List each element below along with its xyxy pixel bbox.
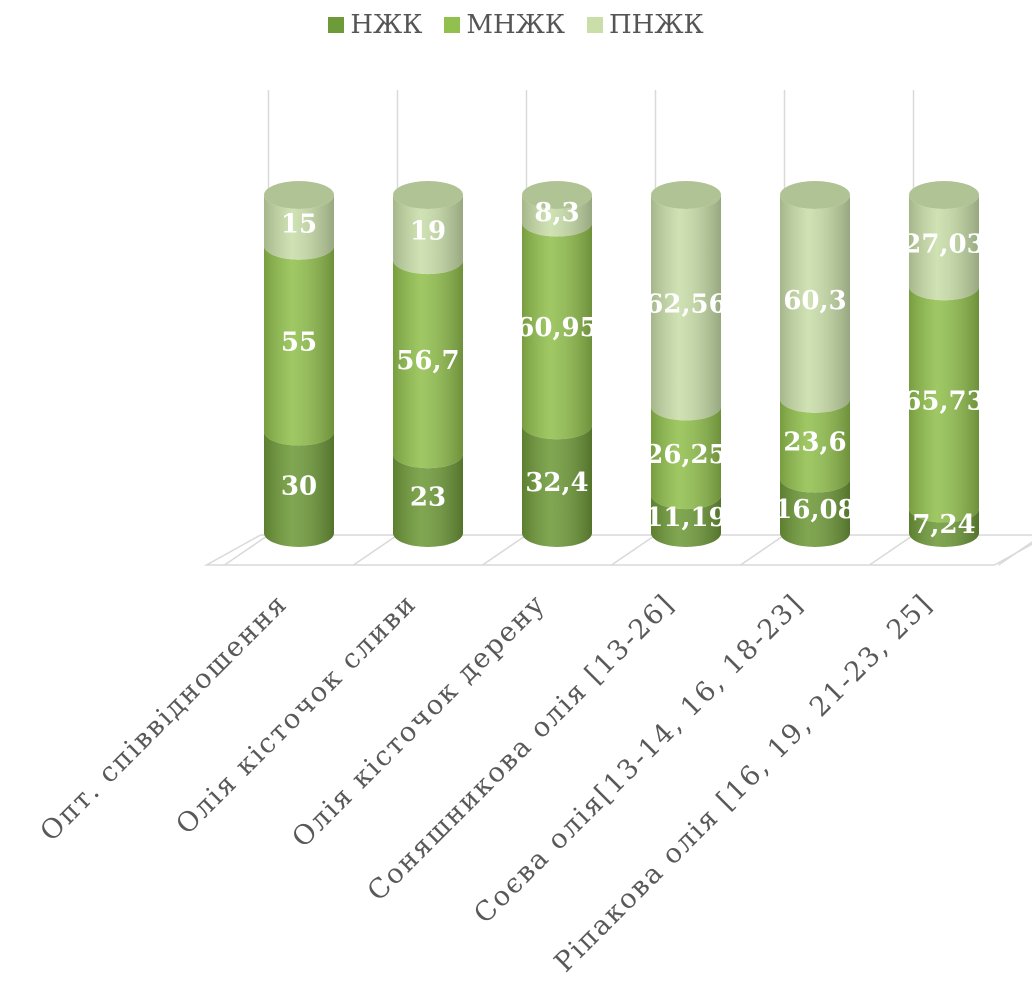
- data-label-pnzhk: 8,3: [534, 198, 579, 228]
- category-label: Олія кісточок сливи: [170, 588, 423, 841]
- bar-shading: [393, 260, 463, 469]
- bar-top-cap: [909, 181, 979, 209]
- legend-label-nzhk: НЖК: [350, 10, 423, 40]
- legend-item-pnzhk: ПНЖК: [586, 10, 704, 40]
- legend: НЖК МНЖК ПНЖК: [0, 10, 1032, 40]
- bar-top-cap: [264, 181, 334, 209]
- bar-top-cap: [651, 181, 721, 209]
- bar-top-cap: [522, 181, 592, 209]
- category-label: Олія кісточок дерену: [286, 588, 552, 854]
- legend-swatch-nzhk: [328, 17, 345, 33]
- data-label-nzhk: 23: [410, 483, 446, 513]
- data-label-pnzhk: 19: [410, 217, 446, 247]
- bar-shading: [651, 495, 721, 547]
- legend-item-mnzhk: МНЖК: [444, 10, 565, 40]
- bar-shading: [780, 478, 850, 547]
- bar-group: 32,4 60,95 8,3: [516, 181, 598, 547]
- data-label-nzhk: 7,24: [912, 510, 975, 540]
- bar-shading: [264, 195, 334, 260]
- bar-group: 11,19 26,25 62,56: [645, 181, 727, 547]
- bar-top-cap-shade: [651, 181, 721, 209]
- legend-label-pnzhk: ПНЖК: [608, 10, 704, 40]
- bar-shading: [909, 195, 979, 301]
- bar-group: 23 56,7 19: [393, 181, 463, 547]
- data-label-mnzhk: 26,25: [645, 440, 726, 470]
- data-label-nzhk: 30: [281, 471, 317, 501]
- data-label-mnzhk: 65,73: [903, 386, 984, 416]
- bar-shading: [651, 406, 721, 510]
- bar-top-cap-shade: [522, 181, 592, 209]
- bar-top-cap-shade: [780, 181, 850, 209]
- data-label-pnzhk: 62,56: [645, 290, 726, 320]
- data-label-pnzhk: 15: [281, 209, 317, 239]
- legend-swatch-mnzhk: [444, 17, 461, 33]
- bar-shading: [264, 431, 334, 547]
- bar-shading: [264, 245, 334, 446]
- bar-shading: [522, 222, 592, 440]
- data-label-mnzhk: 55: [281, 328, 317, 358]
- floor-divider: [998, 541, 1032, 566]
- bar-shading: [522, 425, 592, 547]
- bar-top-cap: [780, 181, 850, 209]
- bar-group: 16,08 23,6 60,3: [774, 181, 856, 547]
- data-label-nzhk: 11,19: [645, 503, 726, 533]
- bar-group: 7,24 65,73 27,03: [903, 181, 985, 547]
- floor-divider: [869, 534, 914, 566]
- legend-item-nzhk: НЖК: [328, 10, 422, 40]
- data-label-mnzhk: 60,95: [516, 313, 597, 343]
- bar-top-cap-shade: [909, 181, 979, 209]
- data-label-nzhk: 16,08: [774, 495, 855, 525]
- data-label-pnzhk: 60,3: [783, 286, 846, 316]
- bar-top-cap-shade: [393, 181, 463, 209]
- bar-shading: [522, 195, 592, 237]
- floor: [203, 534, 1032, 566]
- bar-shading: [780, 398, 850, 493]
- bar-top-cap-shade: [264, 181, 334, 209]
- bar-shading: [651, 195, 721, 421]
- bar-group: 30 55 15: [264, 181, 334, 547]
- floor-divider: [353, 534, 398, 566]
- data-label-mnzhk: 23,6: [783, 428, 846, 458]
- bar-shading: [909, 508, 979, 547]
- floor-divider: [740, 534, 785, 566]
- floor-divider: [224, 534, 269, 566]
- floor-divider: [611, 534, 656, 566]
- floor-divider: [482, 534, 527, 566]
- bar-shading: [909, 286, 979, 523]
- category-label: Опт. співвідношення: [34, 588, 294, 848]
- data-label-mnzhk: 56,7: [396, 346, 459, 376]
- legend-swatch-pnzhk: [586, 17, 603, 33]
- bar-shading: [393, 195, 463, 275]
- bar-shading: [780, 195, 850, 413]
- legend-label-mnzhk: МНЖК: [466, 10, 565, 40]
- bar-top-cap: [393, 181, 463, 209]
- data-label-pnzhk: 27,03: [903, 230, 984, 260]
- bar-shading: [393, 454, 463, 547]
- data-label-nzhk: 32,4: [525, 468, 588, 498]
